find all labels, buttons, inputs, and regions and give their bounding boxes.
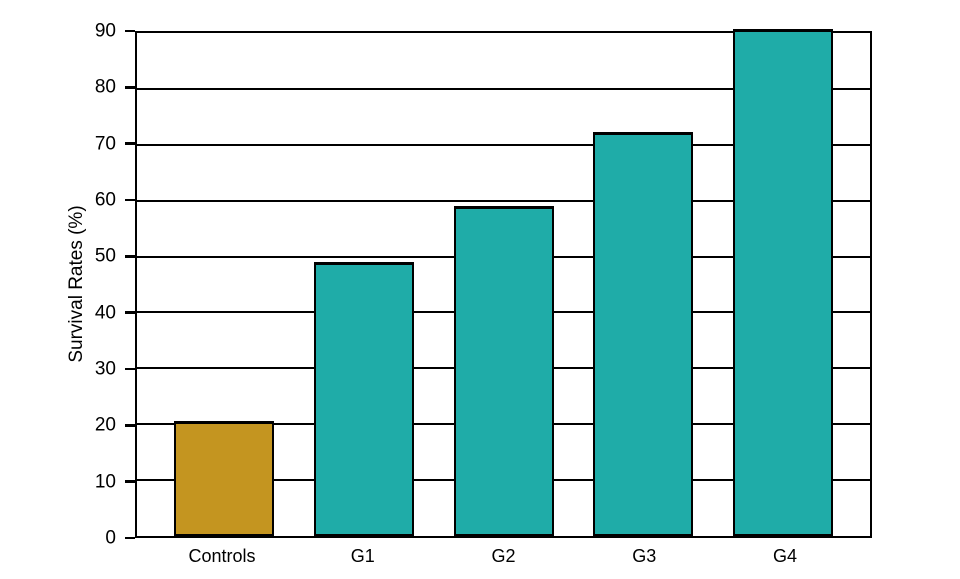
x-tick-label: G3 xyxy=(632,546,657,566)
plot-area xyxy=(135,29,872,538)
y-tick xyxy=(125,536,135,540)
y-tick xyxy=(125,29,135,33)
y-axis: 0 10 20 30 40 50 60 70 80 90 xyxy=(0,22,135,548)
x-tick-label: Controls xyxy=(188,546,256,566)
y-tick-label: 10 xyxy=(94,471,116,493)
y-tick xyxy=(125,86,135,89)
y-tick-label: 80 xyxy=(94,76,116,98)
y-tick-label: 0 xyxy=(105,527,116,549)
y-tick xyxy=(125,311,135,314)
bars-container xyxy=(137,29,870,536)
gridline xyxy=(137,87,870,90)
bar-g2 xyxy=(453,206,554,536)
gridline xyxy=(137,199,870,202)
gridline xyxy=(137,143,870,146)
y-tick-label: 40 xyxy=(94,302,116,324)
y-tick xyxy=(125,367,135,371)
bar-g3 xyxy=(593,131,694,536)
y-tick-label: 50 xyxy=(94,245,116,267)
y-tick xyxy=(125,255,135,258)
y-tick xyxy=(125,424,135,427)
x-tick-label: G1 xyxy=(350,546,375,566)
y-tick-label: 20 xyxy=(94,414,116,436)
y-tick-label: 30 xyxy=(94,358,116,380)
y-tick-label: 70 xyxy=(94,133,116,155)
y-tick-label: 60 xyxy=(94,189,116,211)
y-tick xyxy=(125,142,135,145)
x-tick-label: G2 xyxy=(491,546,516,566)
y-tick xyxy=(125,480,135,483)
x-tick-label: G4 xyxy=(772,546,797,566)
x-axis-labels: Controls G1 G2 G3 G4 xyxy=(135,546,872,567)
y-tick-label: 90 xyxy=(94,20,116,42)
y-tick xyxy=(125,198,135,202)
bar-g4 xyxy=(733,29,833,536)
bar-controls xyxy=(174,421,274,536)
bar-g1 xyxy=(313,262,414,536)
